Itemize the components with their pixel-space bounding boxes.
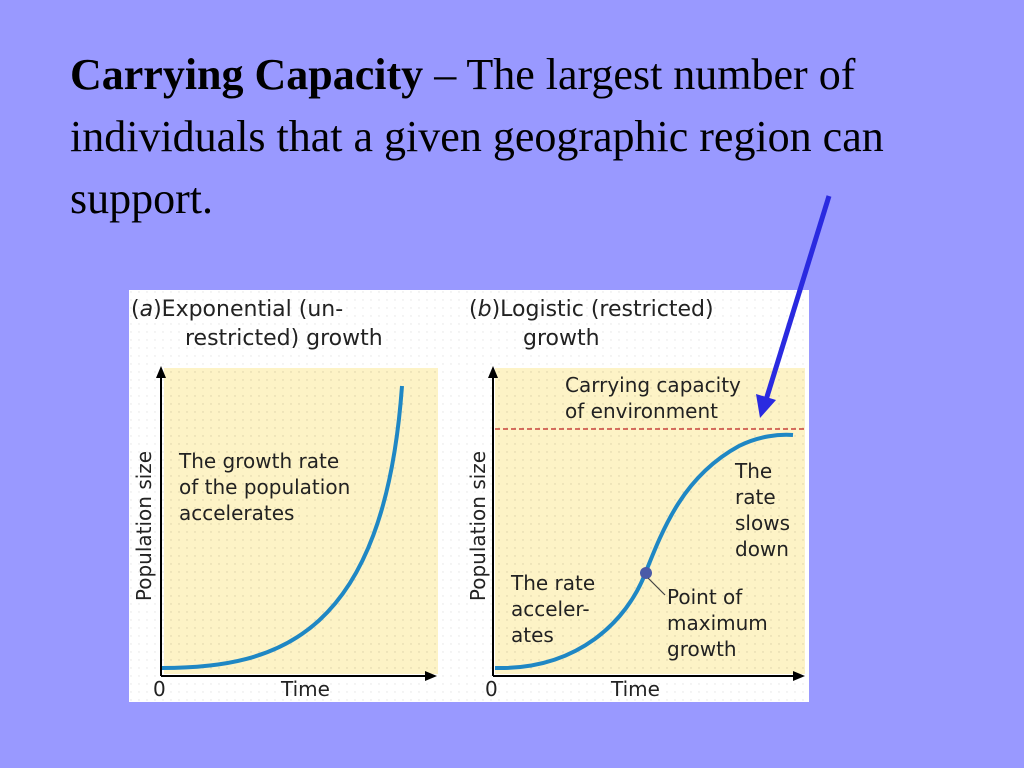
panel-b-ylabel: Population size <box>466 451 490 601</box>
panel-a-annotation-line1: The growth rate <box>178 449 339 473</box>
panel-a-origin: 0 <box>153 677 166 701</box>
definition-term: Carrying Capacity <box>70 50 424 99</box>
max-growth-line2: maximum <box>667 611 768 635</box>
panel-b-y-arrowhead <box>488 366 498 378</box>
max-growth-point <box>640 567 652 579</box>
panel-b-title-line2: growth <box>523 326 600 351</box>
panel-b-origin: 0 <box>485 677 498 701</box>
panel-a-ylabel: Population size <box>132 451 156 601</box>
panel-a-title-text: Exponential (un- <box>162 297 344 322</box>
panel-b-title-line1: (b)Logistic (restricted) <box>469 297 714 322</box>
panel-a-annotation-line3: accelerates <box>179 501 294 525</box>
slows-down-line3: slows <box>735 511 790 535</box>
panel-a-x-arrowhead <box>425 671 437 681</box>
slows-down-line1: The <box>734 459 772 483</box>
max-growth-label: Point of maximum growth <box>667 585 774 661</box>
carrying-capacity-label-line2: of environment <box>565 399 718 423</box>
slows-down-line2: rate <box>735 485 776 509</box>
slows-down-line4: down <box>735 537 789 561</box>
accelerates-annotation: The rate acceler- ates <box>510 571 602 647</box>
max-growth-line1: Point of <box>667 585 743 609</box>
slows-down-annotation: The rate slows down <box>734 459 796 561</box>
panel-a: (a)Exponential (un- restricted) growth 0… <box>131 297 438 701</box>
panel-b-letter: b <box>478 297 492 322</box>
panel-a-title-line2: restricted) growth <box>185 326 383 351</box>
max-growth-pointer <box>647 577 666 596</box>
carrying-capacity-label: Carrying capacity of environment <box>565 373 747 423</box>
panel-b-logistic-curve <box>494 432 794 671</box>
panel-a-xlabel: Time <box>280 677 330 701</box>
panel-b: (b)Logistic (restricted) growth 0 Time P… <box>466 297 805 701</box>
panel-a-y-arrowhead <box>156 366 166 378</box>
accelerates-line2: acceler- <box>511 597 590 621</box>
growth-figure: (a)Exponential (un- restricted) growth 0… <box>129 290 809 702</box>
panel-a-dots <box>164 368 438 674</box>
panel-a-letter: a <box>140 297 153 322</box>
panel-a-annotation-line2: of the population <box>179 475 350 499</box>
panel-a-title-line1: (a)Exponential (un- <box>131 297 343 322</box>
definition-body: – The largest number of individuals that… <box>70 50 884 223</box>
panel-b-x-arrowhead <box>793 671 805 681</box>
growth-figure-svg: (a)Exponential (un- restricted) growth 0… <box>129 290 809 702</box>
carrying-capacity-label-line1: Carrying capacity <box>565 373 741 397</box>
panel-b-dots <box>495 368 805 674</box>
accelerates-line3: ates <box>511 623 554 647</box>
panel-a-annotation: The growth rate of the population accele… <box>178 449 357 525</box>
panel-a-exponential-curve <box>161 385 404 670</box>
definition-text: Carrying Capacity – The largest number o… <box>70 44 970 230</box>
accelerates-line1: The rate <box>510 571 595 595</box>
panel-b-title-text: Logistic (restricted) <box>500 297 713 322</box>
max-growth-line3: growth <box>667 637 737 661</box>
panel-b-xlabel: Time <box>610 677 660 701</box>
